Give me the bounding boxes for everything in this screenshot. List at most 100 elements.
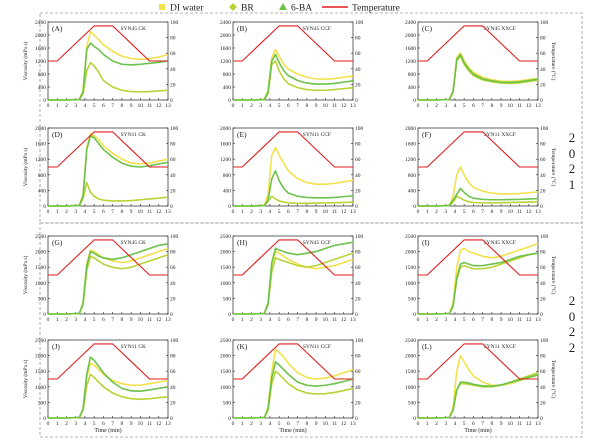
y2-tick-label: 60 bbox=[540, 265, 546, 271]
y-tick-label: 1200 bbox=[35, 157, 46, 163]
y2-tick-label: 0 bbox=[355, 98, 358, 104]
x-tick-label: 10 bbox=[138, 421, 144, 427]
x-tick-label: 1 bbox=[241, 317, 244, 323]
x-tick-label: 9 bbox=[315, 317, 318, 323]
y-tick-label: 400 bbox=[223, 85, 232, 91]
y2-tick-label: 60 bbox=[170, 265, 176, 271]
x-tick-label: 5 bbox=[93, 317, 96, 323]
group-frames bbox=[39, 12, 583, 438]
series-line-temperature bbox=[418, 343, 538, 380]
x-tick-label: 2 bbox=[435, 209, 438, 215]
y2-tick-label: 80 bbox=[355, 354, 361, 360]
panel-letter: (E) bbox=[237, 130, 247, 139]
x-tick-label: 1 bbox=[241, 209, 244, 215]
x-tick-label: 7 bbox=[296, 421, 299, 427]
x-tick-label: 6 bbox=[102, 421, 105, 427]
y2-tick-label: 80 bbox=[540, 142, 546, 148]
legend: DI water BR 6-BA Temperature bbox=[159, 3, 400, 14]
x-tick-label: 12 bbox=[156, 317, 162, 323]
y-tick-label: 0 bbox=[43, 312, 46, 318]
x-tick-label: 8 bbox=[120, 317, 123, 323]
y-tick-label: 400 bbox=[38, 85, 47, 91]
x-tick-label: 13 bbox=[535, 317, 541, 323]
x-tick-label: 9 bbox=[315, 421, 318, 427]
y-tick-label: 800 bbox=[408, 173, 417, 179]
y-tick-label: 1500 bbox=[35, 369, 46, 375]
series-line-di-water bbox=[418, 166, 539, 207]
x-tick-label: 12 bbox=[156, 103, 162, 109]
y2-tick-label: 40 bbox=[540, 67, 546, 73]
y-tick-label: 0 bbox=[413, 416, 416, 422]
y-tick-label: 0 bbox=[43, 416, 46, 422]
x-tick-label: 10 bbox=[508, 421, 514, 427]
x-tick-label: 6 bbox=[102, 103, 105, 109]
y-tick-label: 1000 bbox=[405, 281, 416, 287]
y2-tick-label: 60 bbox=[355, 51, 361, 57]
y2-tick-label: 100 bbox=[540, 20, 549, 26]
series-line-di-water bbox=[48, 133, 169, 207]
x-tick-label: 0 bbox=[47, 317, 50, 323]
x-tick-label: 4 bbox=[454, 421, 457, 427]
y2-tick-label: 20 bbox=[170, 296, 176, 302]
x-tick-label: 11 bbox=[332, 103, 338, 109]
y-tick-label: 1000 bbox=[220, 281, 231, 287]
panel-title: SYN11 CCF bbox=[303, 132, 331, 138]
y2-tick-label: 20 bbox=[540, 82, 546, 88]
x-tick-label: 12 bbox=[156, 209, 162, 215]
x-tick-label: 2 bbox=[65, 317, 68, 323]
y-tick-label: 2000 bbox=[220, 33, 231, 39]
y2-tick-label: 60 bbox=[170, 51, 176, 57]
y-tick-label: 500 bbox=[408, 296, 417, 302]
x-tick-label: 7 bbox=[296, 103, 299, 109]
y-tick-label: 1600 bbox=[405, 46, 416, 52]
series-line-temperature bbox=[48, 343, 168, 380]
series-line-6-ba bbox=[233, 241, 354, 315]
x-tick-label: 5 bbox=[463, 421, 466, 427]
y-tick-label: 1600 bbox=[35, 142, 46, 148]
y2-axis-label: Temperature (°C) bbox=[550, 42, 557, 81]
x-tick-label: 11 bbox=[332, 209, 338, 215]
y-axis-label: Viscosity (mPa s) bbox=[22, 359, 29, 398]
x-tick-label: 2 bbox=[435, 103, 438, 109]
y2-tick-label: 20 bbox=[355, 400, 361, 406]
y2-tick-label: 20 bbox=[355, 296, 361, 302]
series-line-temperature bbox=[233, 239, 353, 276]
x-tick-label: 10 bbox=[508, 209, 514, 215]
series-line-br bbox=[48, 61, 169, 101]
series-line-6-ba bbox=[48, 42, 169, 101]
panel-letter: (G) bbox=[52, 238, 63, 247]
x-tick-label: 12 bbox=[341, 317, 347, 323]
x-tick-label: 5 bbox=[93, 103, 96, 109]
panel-title: SYN45 CCF bbox=[303, 26, 331, 32]
x-tick-label: 7 bbox=[481, 317, 484, 323]
y-tick-label: 2000 bbox=[405, 33, 416, 39]
y-tick-label: 400 bbox=[408, 85, 417, 91]
y-tick-label: 1500 bbox=[220, 265, 231, 271]
y-tick-label: 0 bbox=[413, 98, 416, 104]
y2-tick-label: 20 bbox=[170, 82, 176, 88]
x-tick-label: 7 bbox=[296, 317, 299, 323]
panel-letter: (L) bbox=[422, 342, 432, 351]
x-tick-label: 8 bbox=[305, 209, 308, 215]
y2-tick-label: 60 bbox=[170, 369, 176, 375]
series-line-temperature bbox=[48, 25, 168, 62]
y2-tick-label: 60 bbox=[540, 369, 546, 375]
y-tick-label: 0 bbox=[228, 312, 231, 318]
panel-letter: (I) bbox=[422, 238, 430, 247]
y-tick-label: 2000 bbox=[220, 250, 231, 256]
series-line-temperature bbox=[233, 343, 353, 380]
y2-tick-label: 100 bbox=[540, 234, 549, 240]
series-line-temperature bbox=[48, 131, 168, 168]
legend-label: DI water bbox=[170, 4, 204, 14]
panel-title: SYN45 CK bbox=[120, 240, 146, 246]
series-line-6-ba bbox=[418, 374, 539, 419]
panel-letter: (F) bbox=[422, 130, 432, 139]
x-tick-label: 1 bbox=[241, 103, 244, 109]
x-tick-label: 13 bbox=[535, 209, 541, 215]
x-tick-label: 11 bbox=[517, 209, 523, 215]
x-tick-label: 12 bbox=[341, 421, 347, 427]
x-tick-label: 6 bbox=[472, 209, 475, 215]
